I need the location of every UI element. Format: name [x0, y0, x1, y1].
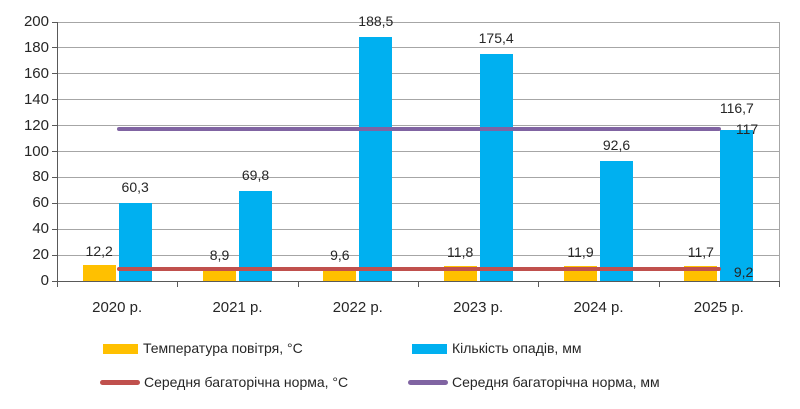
value-label-temperature: 11,8 — [447, 243, 474, 260]
bar-precipitation-2022 р. — [359, 36, 393, 281]
gridline — [57, 73, 779, 75]
y-axis-label: 180 — [23, 38, 49, 56]
y-axis-label: 80 — [32, 168, 49, 186]
value-label-temperature: 9,6 — [330, 246, 350, 263]
gridline — [57, 125, 779, 127]
legend-item-temperature: Температура повітря, °С — [103, 340, 303, 357]
legend-item-norm-temperature: Середня багаторічна норма, °С — [100, 374, 348, 391]
bar-precipitation-2024 р. — [600, 161, 633, 281]
y-axis-tick — [52, 151, 57, 152]
bar-precipitation-2021 р. — [239, 190, 272, 281]
y-axis-tick — [52, 21, 57, 23]
y-axis-line — [57, 22, 58, 281]
y-axis-label: 0 — [40, 272, 49, 289]
y-axis-label: 100 — [23, 142, 49, 160]
norm-precipitation-label: 117 — [735, 121, 759, 138]
x-axis-label: 2020 р. — [92, 299, 143, 316]
value-label-temperature: 11,7 — [687, 243, 714, 260]
y-axis-tick — [52, 202, 57, 204]
gridline — [57, 254, 779, 256]
gridline — [57, 47, 779, 49]
legend-label-temperature: Температура повітря, °С — [143, 340, 303, 356]
legend-item-precipitation: Кількість опадів, мм — [412, 340, 581, 357]
y-axis-tick — [52, 99, 57, 101]
x-axis-tick — [538, 281, 540, 287]
y-axis-label: 200 — [23, 13, 49, 30]
value-label-precipitation: 92,6 — [602, 137, 631, 154]
legend-label-norm-precipitation: Середня багаторічна норма, мм — [452, 374, 660, 390]
x-axis-tick — [418, 281, 419, 287]
value-label-temperature: 11,9 — [567, 243, 594, 260]
y-axis-label: 160 — [23, 64, 49, 82]
legend-label-norm-temperature: Середня багаторічна норма, °С — [144, 374, 349, 390]
y-axis-tick — [52, 228, 57, 230]
x-axis-tick — [177, 281, 179, 287]
bar-temperature-2020 р. — [82, 265, 116, 281]
norm-temperature-swatch — [100, 380, 140, 385]
bar-precipitation-2025 р. — [720, 129, 754, 281]
gridline — [57, 228, 779, 230]
y-axis-label: 60 — [32, 194, 49, 212]
value-label-precipitation: 60,3 — [121, 178, 149, 195]
y-axis-label: 40 — [32, 220, 49, 238]
x-axis-label: 2022 р. — [332, 299, 383, 316]
x-axis-tick — [297, 281, 299, 287]
value-label-precipitation: 69,8 — [241, 166, 270, 183]
y-axis-tick — [52, 125, 57, 127]
norm-temperature-label: 9,2 — [733, 264, 754, 281]
y-axis-tick — [52, 47, 57, 49]
y-axis-tick — [52, 73, 57, 75]
y-axis-tick — [52, 280, 57, 282]
x-axis-label: 2021 р. — [212, 299, 263, 316]
y-axis-label: 120 — [23, 116, 49, 134]
x-axis-label: 2024 р. — [573, 299, 624, 316]
value-label-temperature: 8,9 — [209, 247, 230, 264]
bar-precipitation-2023 р. — [479, 53, 513, 281]
gridline — [57, 202, 779, 204]
x-axis-label: 2023 р. — [453, 299, 504, 316]
x-axis-tick — [57, 281, 58, 287]
gridline — [57, 151, 779, 152]
value-label-precipitation: 188,5 — [358, 12, 394, 29]
y-axis-label: 20 — [32, 246, 49, 264]
norm-precipitation-line — [117, 127, 721, 132]
y-axis-tick — [52, 176, 57, 178]
x-axis-label: 2025 р. — [693, 299, 744, 316]
x-axis-tick — [779, 281, 780, 287]
plot-right-border — [779, 22, 780, 281]
temperature-swatch — [103, 343, 138, 354]
y-axis-tick — [52, 254, 57, 256]
norm-precipitation-swatch — [408, 380, 448, 385]
legend-label-precipitation: Кількість опадів, мм — [452, 340, 582, 356]
gridline — [57, 21, 779, 23]
gridline — [57, 99, 779, 101]
bar-temperature-2021 р. — [203, 269, 236, 281]
gridline — [57, 176, 779, 178]
legend-item-norm-precipitation: Середня багаторічна норма, мм — [408, 374, 660, 391]
precipitation-swatch — [412, 343, 447, 354]
value-label-precipitation: 116,7 — [719, 99, 754, 116]
value-label-precipitation: 175,4 — [478, 29, 514, 46]
x-axis-tick — [658, 281, 660, 287]
norm-temperature-line — [117, 267, 721, 272]
y-axis-label: 140 — [23, 90, 49, 108]
value-label-temperature: 12,2 — [85, 243, 113, 260]
bar-temperature-2022 р. — [323, 268, 357, 281]
